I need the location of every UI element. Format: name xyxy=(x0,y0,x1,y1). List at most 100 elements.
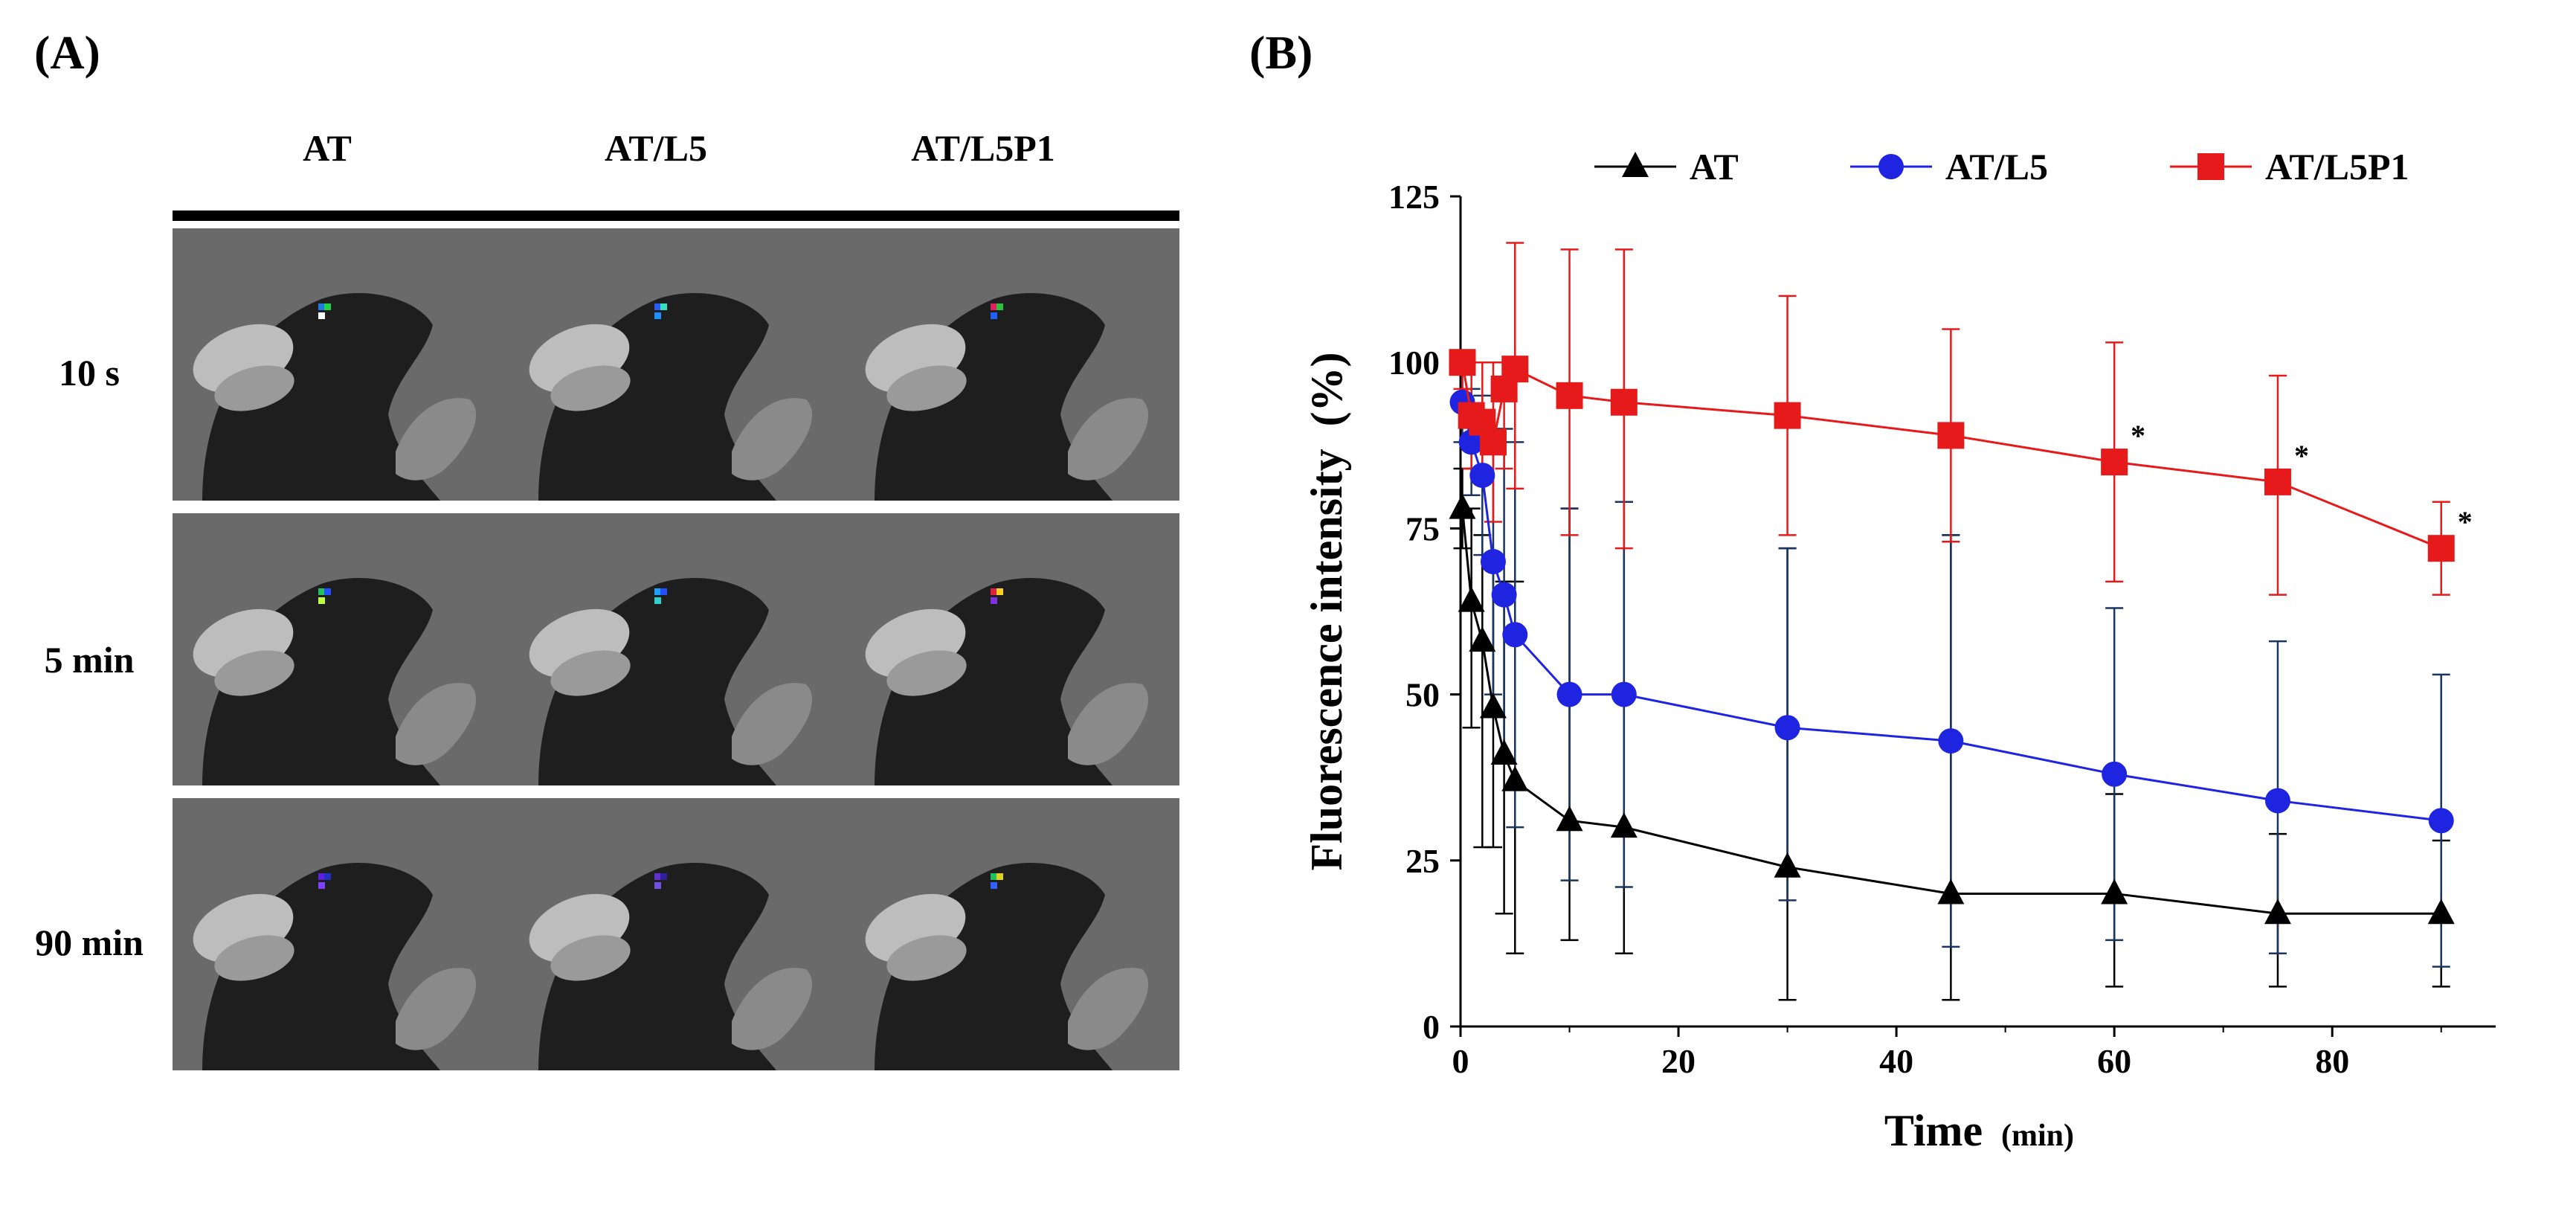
data-point-triangle xyxy=(1610,812,1638,838)
data-point-circle xyxy=(1480,549,1506,575)
significance-marker: * xyxy=(2131,419,2145,452)
column-header-at-l5: AT/L5 xyxy=(605,127,707,169)
data-point-triangle xyxy=(1469,626,1496,652)
data-point-circle xyxy=(1774,715,1800,741)
mouse-images-row xyxy=(173,228,1179,501)
y-tick-label: 125 xyxy=(1388,178,1440,216)
y-tick-label: 100 xyxy=(1388,344,1440,382)
fluorescence-spot xyxy=(318,312,325,319)
data-point-square xyxy=(1449,349,1476,376)
fluorescence-spot xyxy=(991,312,997,319)
mouse-ear-shadow xyxy=(214,935,294,981)
fluorescence-spot xyxy=(996,588,1003,595)
x-axis-unit-label: (min) xyxy=(2001,1119,2074,1153)
data-point-triangle xyxy=(1501,765,1529,791)
mouse-ear-shadow xyxy=(886,365,967,411)
data-point-square xyxy=(1610,388,1638,416)
data-point-circle xyxy=(1502,622,1528,648)
mouse-image xyxy=(173,513,509,785)
data-point-triangle xyxy=(2427,899,2455,925)
fluorescence-spot xyxy=(660,588,667,595)
data-point-circle xyxy=(1938,728,1964,754)
fluorescence-spot xyxy=(996,873,1003,880)
data-point-square xyxy=(1501,356,1529,383)
mouse-paw xyxy=(732,398,813,481)
data-point-triangle xyxy=(1458,586,1485,612)
legend-marker-square xyxy=(2197,153,2224,180)
data-point-square xyxy=(1479,428,1507,456)
mouse-image xyxy=(845,798,1179,1070)
x-tick-label: 40 xyxy=(1879,1042,1913,1080)
fluorescence-spot xyxy=(991,597,997,604)
significance-marker: * xyxy=(2458,505,2473,539)
fluorescence-spot xyxy=(318,882,325,889)
significance-marker: * xyxy=(2294,439,2309,472)
legend-label: AT xyxy=(1690,146,1739,187)
mouse-image xyxy=(509,228,845,501)
data-point-triangle xyxy=(2264,899,2291,925)
fluorescence-spot xyxy=(991,873,997,880)
data-point-triangle xyxy=(1774,852,1801,878)
y-tick-label: 50 xyxy=(1405,676,1440,714)
fluorescence-spot xyxy=(991,303,997,310)
y-tick-label: 25 xyxy=(1405,842,1440,880)
data-point-square xyxy=(2101,449,2128,476)
mouse-image xyxy=(173,228,509,501)
imaging-strip-10s xyxy=(173,228,1179,501)
data-point-circle xyxy=(1611,681,1637,707)
mouse-image xyxy=(173,798,509,1070)
fluorescence-spot xyxy=(654,303,661,310)
data-point-circle xyxy=(2428,808,2454,834)
data-point-triangle xyxy=(1556,806,1583,832)
mouse-ear-shadow xyxy=(886,650,967,696)
fluorescence-spot xyxy=(991,882,997,889)
fluorescence-spot xyxy=(318,303,325,310)
imaging-strip-90min xyxy=(173,798,1179,1070)
data-point-circle xyxy=(1458,429,1484,455)
panel-b-label: (B) xyxy=(1249,26,1313,79)
data-point-triangle xyxy=(1490,739,1518,765)
legend-label: AT/L5P1 xyxy=(2265,146,2409,187)
x-tick-label: 20 xyxy=(1661,1042,1696,1080)
header-divider xyxy=(173,211,1179,221)
row-label-5min: 5 min xyxy=(44,639,135,681)
row-label-90min: 90 min xyxy=(35,922,144,963)
legend-marker-triangle xyxy=(1622,152,1649,177)
mouse-paw xyxy=(396,398,477,481)
mouse-image xyxy=(509,513,845,785)
mouse-image xyxy=(845,228,1179,501)
mouse-image xyxy=(845,513,1179,785)
data-point-triangle xyxy=(1937,878,1965,904)
y-axis-label: Fluorescence intensity (%) xyxy=(1302,352,1351,870)
data-point-circle xyxy=(1491,582,1517,608)
mouse-paw xyxy=(1068,968,1149,1050)
y-tick-label: 75 xyxy=(1405,510,1440,547)
fluorescence-spot xyxy=(654,882,661,889)
mouse-ear-shadow xyxy=(550,935,631,981)
data-point-triangle xyxy=(1479,693,1507,719)
panel-a-label: (A) xyxy=(34,26,100,79)
fluorescence-spot xyxy=(324,588,331,595)
column-header-at-l5p1: AT/L5P1 xyxy=(911,127,1055,169)
data-point-square xyxy=(1937,422,1965,449)
data-point-triangle xyxy=(1449,493,1476,519)
mouse-paw xyxy=(1068,683,1149,765)
mouse-ear-shadow xyxy=(214,650,294,696)
fluorescence-spot xyxy=(318,588,325,595)
x-tick-label: 0 xyxy=(1452,1042,1469,1080)
mouse-paw xyxy=(732,968,813,1050)
fluorescence-spot xyxy=(324,873,331,880)
fluorescence-spot xyxy=(660,873,667,880)
legend-label: AT/L5 xyxy=(1945,146,2048,187)
fluorescence-spot xyxy=(318,597,325,604)
mouse-image xyxy=(509,798,845,1070)
data-point-square xyxy=(2427,535,2455,562)
x-axis-label: Time xyxy=(1884,1106,1983,1155)
data-point-triangle xyxy=(2101,878,2128,904)
mouse-paw xyxy=(396,683,477,765)
fluorescence-spot xyxy=(324,303,331,310)
fluorescence-spot xyxy=(654,873,661,880)
imaging-strip-5min xyxy=(173,513,1179,785)
data-point-square xyxy=(1774,402,1801,429)
